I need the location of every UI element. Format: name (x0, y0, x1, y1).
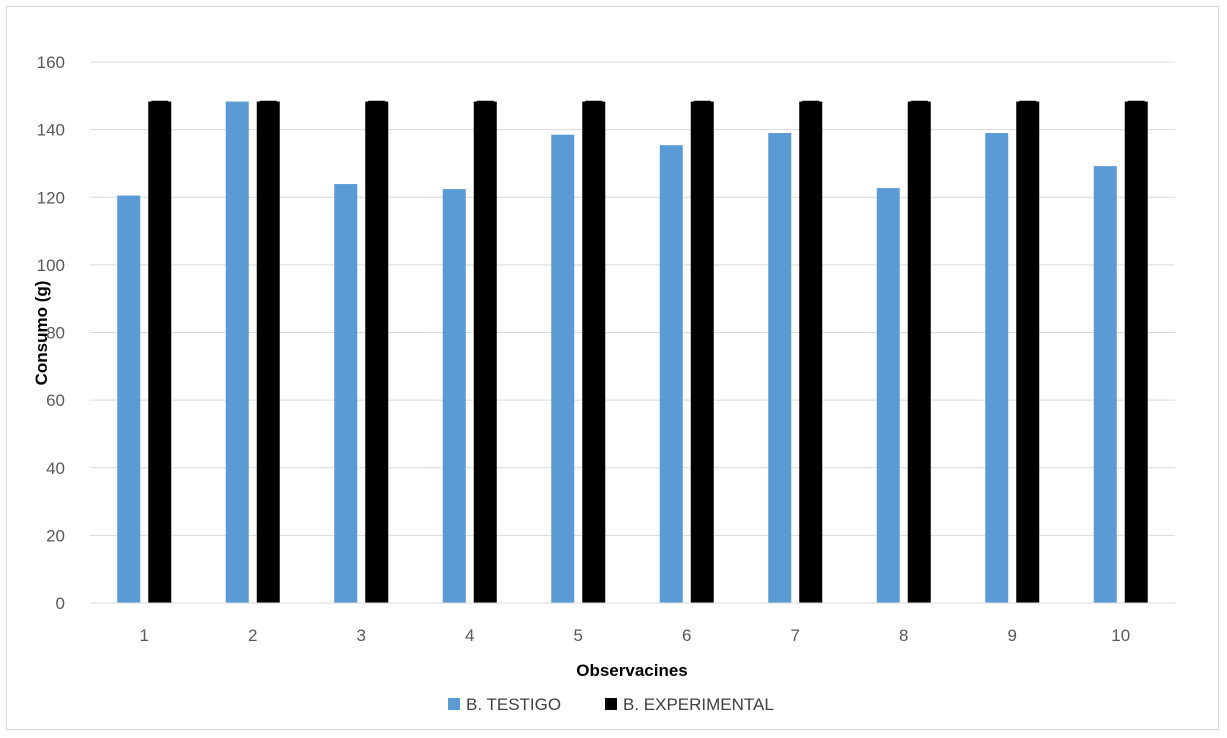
chart-frame (6, 6, 1219, 730)
x-tick-label: 9 (1008, 626, 1017, 645)
y-axis-ticks: 0 20 40 60 80 100 120 140 160 (37, 53, 65, 613)
bar-testigo-8 (876, 188, 900, 604)
legend: B. TESTIGO B. EXPERIMENTAL (448, 695, 774, 714)
legend-swatch-experimental (605, 698, 617, 710)
y-tick-label: 160 (37, 53, 65, 72)
bar-experimental-4 (473, 101, 497, 604)
x-tick-label: 4 (465, 626, 474, 645)
bar-testigo-3 (334, 184, 358, 604)
bar-experimental-8 (907, 101, 931, 604)
x-axis-title: Observacines (576, 661, 688, 680)
legend-swatch-testigo (448, 698, 460, 710)
bar-experimental-6 (690, 101, 714, 604)
y-tick-label: 100 (37, 256, 65, 275)
y-tick-label: 80 (46, 324, 65, 343)
bars-group (117, 100, 1148, 604)
bar-testigo-9 (985, 133, 1009, 603)
bar-experimental-9 (1016, 101, 1040, 604)
y-tick-label: 20 (46, 526, 65, 545)
x-tick-label: 2 (248, 626, 257, 645)
x-axis-ticks: 1 2 3 4 5 6 7 8 9 10 (140, 626, 1131, 645)
legend-label-experimental: B. EXPERIMENTAL (623, 695, 774, 714)
bar-experimental-2 (256, 101, 280, 604)
y-axis-title: Consumo (g) (32, 281, 51, 386)
bar-testigo-10 (1093, 166, 1117, 603)
legend-label-testigo: B. TESTIGO (466, 695, 561, 714)
bar-experimental-10 (1124, 101, 1148, 604)
y-tick-label: 60 (46, 391, 65, 410)
x-tick-label: 6 (682, 626, 691, 645)
gridlines (90, 61, 1175, 536)
x-tick-label: 5 (574, 626, 583, 645)
x-tick-label: 10 (1111, 626, 1130, 645)
y-tick-label: 120 (37, 188, 65, 207)
bar-testigo-7 (768, 133, 792, 603)
x-tick-label: 3 (357, 626, 366, 645)
bar-testigo-4 (442, 189, 466, 603)
bar-experimental-1 (148, 101, 172, 604)
bar-experimental-7 (799, 101, 823, 604)
bar-experimental-5 (582, 101, 606, 604)
x-tick-label: 1 (140, 626, 149, 645)
bar-testigo-1 (117, 195, 141, 603)
bar-experimental-3 (365, 101, 389, 604)
y-tick-label: 140 (37, 121, 65, 140)
x-tick-label: 8 (899, 626, 908, 645)
bar-testigo-6 (659, 145, 683, 603)
x-tick-label: 7 (791, 626, 800, 645)
bar-testigo-5 (551, 134, 575, 603)
y-tick-label: 40 (46, 459, 65, 478)
bar-testigo-2 (225, 101, 249, 604)
y-tick-label: 0 (56, 594, 65, 613)
